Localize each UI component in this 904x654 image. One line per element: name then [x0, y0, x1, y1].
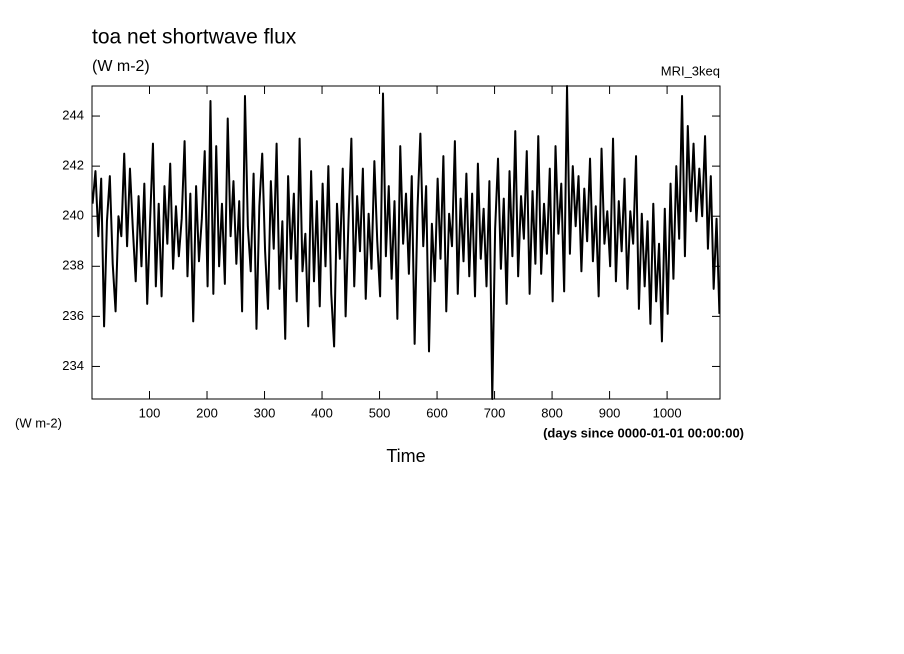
chart-title: toa net shortwave flux	[92, 26, 297, 49]
x-tick-label: 500	[369, 405, 391, 420]
x-tick-label: 900	[599, 405, 621, 420]
chart-subtitle: (W m-2)	[92, 58, 150, 75]
plot-frame	[91, 85, 721, 400]
x-tick-label: 100	[139, 405, 161, 420]
y-tick-label: 242	[62, 158, 84, 173]
x-tick-label: 800	[541, 405, 563, 420]
x-units-label: (days since 0000-01-01 00:00:00)	[543, 425, 744, 440]
data-line	[91, 85, 721, 400]
x-tick-label: 400	[311, 405, 333, 420]
x-tick-label: 700	[484, 405, 506, 420]
x-tick-label: 1000	[653, 405, 682, 420]
x-tick-label: 600	[426, 405, 448, 420]
y-tick-label: 240	[62, 208, 84, 223]
y-tick-label: 238	[62, 258, 84, 273]
y-tick-label: 236	[62, 308, 84, 323]
dataset-label: MRI_3keq	[661, 63, 720, 78]
x-tick-label: 200	[196, 405, 218, 420]
y-units-label: (W m-2)	[15, 415, 62, 430]
y-tick-label: 244	[62, 107, 84, 122]
x-tick-label: 300	[254, 405, 276, 420]
x-axis-label: Time	[386, 446, 425, 466]
y-tick-label: 234	[62, 358, 84, 373]
